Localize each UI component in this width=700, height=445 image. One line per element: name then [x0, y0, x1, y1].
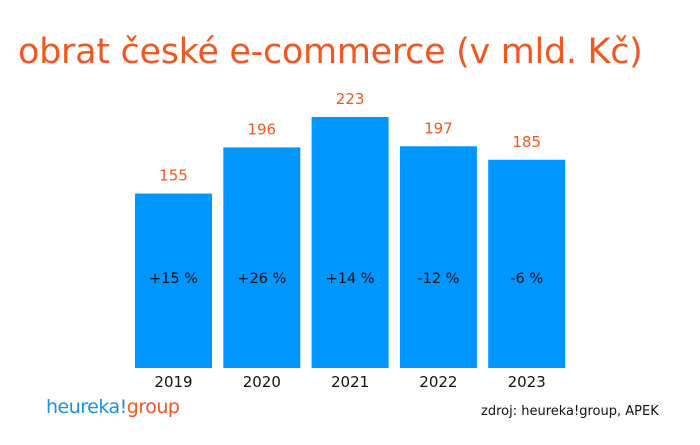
value-label: 197 — [424, 119, 453, 137]
logo-part-2: group — [126, 396, 180, 418]
value-label: 155 — [159, 167, 188, 185]
change-label: +15 % — [149, 271, 198, 287]
change-label: -6 % — [510, 271, 543, 287]
change-label: +26 % — [237, 271, 286, 287]
value-label: 223 — [336, 90, 365, 108]
heureka-group-logo: heureka!group — [46, 396, 180, 418]
bar-2019 — [135, 193, 212, 368]
logo-part-1: heureka! — [46, 396, 127, 418]
bar-2023 — [488, 159, 566, 368]
x-tick-label: 2021 — [331, 373, 369, 391]
bar-2021 — [311, 117, 389, 368]
x-tick-label: 2019 — [154, 373, 192, 391]
value-label: 196 — [247, 120, 276, 138]
change-label: +14 % — [326, 271, 375, 287]
value-label: 185 — [512, 133, 541, 151]
x-tick-label: 2020 — [243, 373, 281, 391]
source-note: zdroj: heureka!group, APEK — [481, 404, 659, 419]
bar-2020 — [223, 147, 301, 368]
change-label: -12 % — [417, 271, 459, 287]
bar-2022 — [399, 146, 477, 368]
x-tick-label: 2022 — [419, 373, 457, 391]
chart-title: obrat české e-commerce (v mld. Kč) — [18, 32, 643, 72]
x-tick-label: 2023 — [508, 373, 546, 391]
